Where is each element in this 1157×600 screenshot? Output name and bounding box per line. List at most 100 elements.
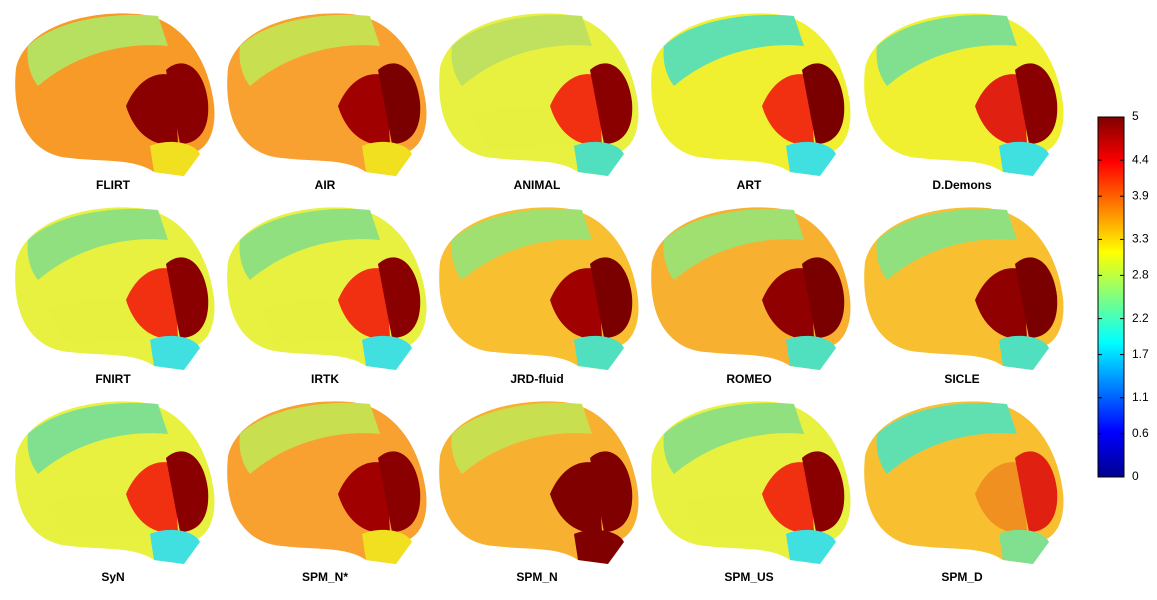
brain-map (15, 401, 215, 564)
tick-label: 1.7 (1132, 347, 1149, 361)
panel-label: FNIRT (95, 372, 131, 386)
panel-label: SPM_N (516, 570, 557, 584)
brain-region (802, 63, 845, 145)
colorbar (1097, 116, 1125, 478)
tick-label: 0 (1132, 469, 1139, 483)
panel-label: D.Demons (932, 178, 992, 192)
brain-map (439, 401, 639, 564)
brain-region (362, 529, 412, 564)
brain-region (975, 462, 1027, 533)
brain-region (574, 529, 624, 564)
tick-label: 0.6 (1132, 426, 1149, 440)
tick-label: 2.2 (1132, 311, 1149, 325)
brain-map (15, 207, 215, 370)
panel-label: FLIRT (96, 178, 131, 192)
brain-region (663, 402, 804, 474)
brain-region (27, 402, 169, 474)
brain-map (864, 207, 1064, 370)
panel-label: ANIMAL (514, 178, 561, 192)
brain-region (362, 335, 412, 370)
brain-region (362, 141, 412, 176)
brain-region (1015, 63, 1058, 145)
brain-region (27, 208, 169, 280)
brain-region (338, 462, 390, 533)
tick-label: 3.3 (1132, 232, 1149, 246)
tick-label: 5 (1132, 109, 1139, 123)
brain-region (378, 257, 421, 338)
tick-label: 3.9 (1132, 188, 1149, 202)
panel-label: ROMEO (726, 372, 771, 386)
brain-region (802, 451, 845, 532)
brain-region (975, 74, 1027, 145)
panels: FLIRT AIR ANIMAL ART D.Demons FNIRT IRTK JRD-fl… (15, 13, 1064, 584)
brain-map (227, 401, 427, 564)
brain-region (166, 451, 209, 532)
brain-map (651, 401, 851, 564)
panel-label: SPM_US (724, 570, 773, 584)
brain-region (786, 335, 836, 370)
brain-map (864, 401, 1064, 564)
panel-label: ART (737, 178, 762, 192)
brain-region (338, 74, 390, 145)
colorbar-group: 0 0.6 1.1 1.7 2.2 2.8 3.3 3.9 4.4 5 (1097, 109, 1149, 483)
brain-region (126, 268, 178, 339)
brain-map (15, 13, 215, 177)
brain-region (663, 14, 804, 87)
brain-region (150, 141, 200, 176)
brain-map (651, 13, 851, 177)
brain-region (590, 451, 633, 532)
brain-region (166, 257, 209, 338)
brain-region (27, 14, 169, 87)
brain-region (762, 268, 814, 339)
brain-region (126, 74, 178, 145)
panel-label: AIR (315, 178, 336, 192)
brain-region (550, 462, 602, 533)
brain-region (338, 268, 390, 339)
brain-region (150, 529, 200, 564)
brain-region (451, 402, 592, 474)
brain-region (876, 208, 1017, 280)
tick-label: 2.8 (1132, 268, 1149, 282)
brain-region (999, 335, 1049, 370)
brain-map (439, 207, 639, 370)
brain-region (451, 208, 592, 280)
brain-map (864, 13, 1064, 177)
brain-region (999, 141, 1049, 176)
brain-region (590, 63, 633, 145)
panel-label: JRD-fluid (510, 372, 563, 386)
brain-region (999, 529, 1049, 564)
panel-label: SyN (101, 570, 124, 584)
brain-region (150, 335, 200, 370)
brain-region (975, 268, 1027, 339)
panel-label: IRTK (311, 372, 339, 386)
brain-region (802, 257, 845, 338)
brain-region (550, 268, 602, 339)
brain-region (1015, 257, 1058, 338)
brain-region (876, 14, 1017, 87)
brain-map (227, 207, 427, 370)
brain-region (166, 63, 209, 145)
brain-region (876, 402, 1017, 474)
brain-region (239, 14, 380, 87)
brain-region (239, 208, 380, 280)
panel-label: SICLE (944, 372, 979, 386)
brain-region (1015, 451, 1058, 532)
brain-region (451, 14, 592, 87)
brain-map (439, 13, 639, 177)
brain-region (762, 74, 814, 145)
brain-region (550, 74, 602, 145)
tick-label: 1.1 (1132, 390, 1149, 404)
brain-region (786, 529, 836, 564)
brain-region (574, 335, 624, 370)
brain-region (574, 141, 624, 176)
brain-region (590, 257, 633, 338)
brain-region (663, 208, 804, 280)
brain-region (378, 63, 421, 145)
brain-region (762, 462, 814, 533)
tick-label: 4.4 (1132, 152, 1149, 166)
brain-region (126, 462, 178, 533)
panel-label: SPM_D (941, 570, 983, 584)
brain-region (239, 402, 380, 474)
